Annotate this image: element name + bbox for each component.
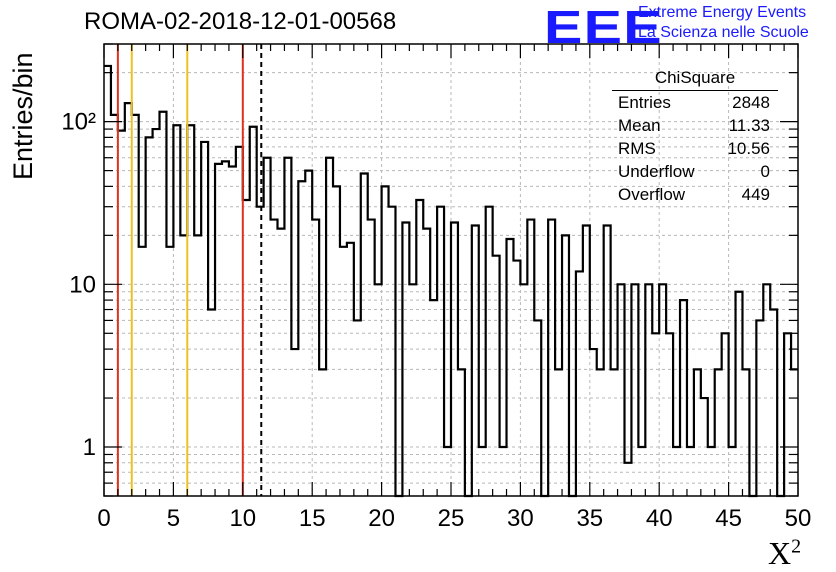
stats-label: Overflow	[618, 185, 686, 204]
x-tick-label: 5	[167, 505, 180, 532]
stats-value: 449	[741, 185, 770, 204]
y-tick-label: 10	[69, 271, 96, 298]
stats-row-mean: Mean 11.33	[612, 114, 778, 137]
logo-line-1: Extreme Energy Events	[638, 4, 807, 21]
logo-line-2: La Scienza nelle Scuole	[638, 24, 809, 41]
x-tick-label: 35	[576, 505, 603, 532]
x-tick-label: 30	[507, 505, 534, 532]
y-axis-label: Entries/bin	[8, 52, 38, 180]
stats-label: RMS	[618, 139, 656, 158]
stats-title: ChiSquare	[612, 66, 778, 91]
stats-label: Underflow	[618, 162, 695, 181]
x-tick-label: 45	[715, 505, 742, 532]
stats-label: Entries	[618, 93, 671, 112]
stats-row-entries: Entries 2848	[612, 91, 778, 114]
x-tick-label: 20	[368, 505, 395, 532]
y-tick-label: 1	[83, 434, 96, 461]
stats-row-rms: RMS 10.56	[612, 137, 778, 160]
stats-box: ChiSquare Entries 2848 Mean 11.33 RMS 10.56…	[612, 66, 778, 206]
stats-value: 2848	[732, 93, 770, 112]
histogram-step-line	[104, 64, 798, 498]
x-tick-label: 0	[97, 505, 110, 532]
x-tick-label: 50	[785, 505, 812, 532]
x-tick-label: 10	[229, 505, 256, 532]
eee-logo-mark: EEE	[544, 1, 663, 53]
x-tick-label: 25	[438, 505, 465, 532]
x-axis-label-superscript: 2	[791, 535, 802, 558]
chart-title: ROMA-02-2018-12-01-00568	[84, 8, 397, 35]
stats-label: Mean	[618, 116, 661, 135]
x-tick-label: 15	[299, 505, 326, 532]
stats-value: 11.33	[728, 116, 770, 135]
x-axis-label: X2	[768, 535, 802, 571]
stats-value: 0	[760, 162, 770, 181]
x-tick-label: 40	[646, 505, 673, 532]
stats-row-underflow: Underflow 0	[612, 160, 778, 183]
y-tick-label: 10²	[61, 109, 96, 136]
stats-value: 10.56	[727, 139, 770, 158]
stats-row-overflow: Overflow 449	[612, 183, 778, 206]
